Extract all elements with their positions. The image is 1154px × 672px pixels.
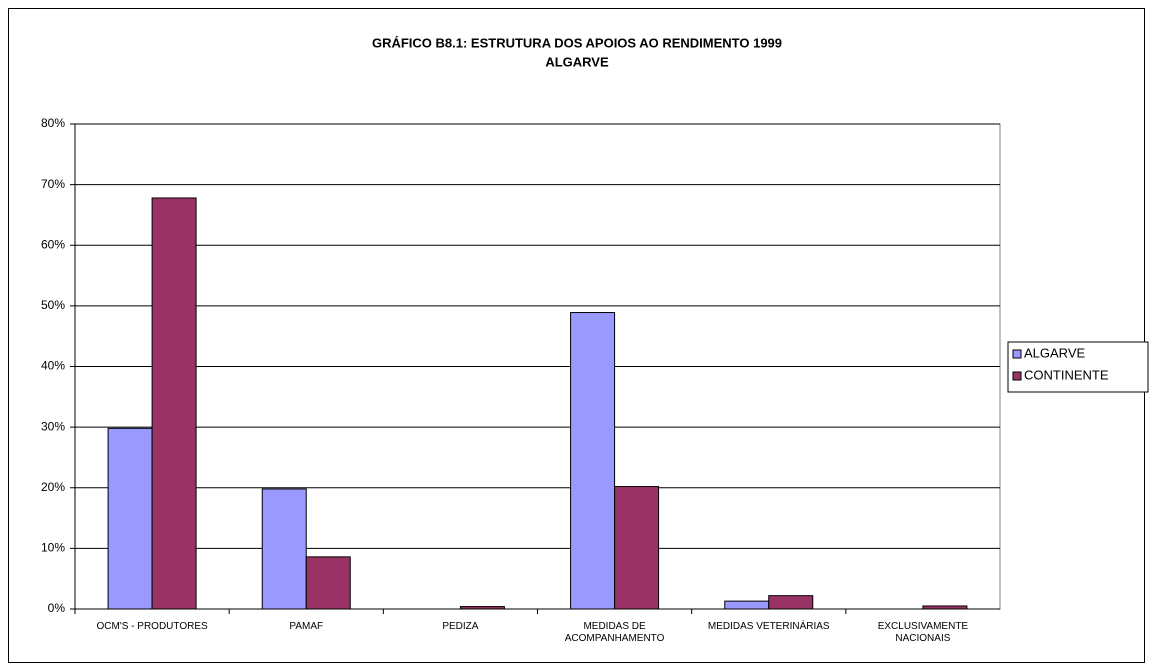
- x-tick-label: PAMAF: [289, 621, 324, 632]
- legend-swatch: [1012, 371, 1022, 381]
- bar: [261, 488, 307, 610]
- y-tick-label: 60%: [41, 237, 65, 251]
- x-tick-label: MEDIDAS DE ACOMPANHAMENTO: [564, 621, 665, 644]
- legend-label: CONTINENTE: [1024, 367, 1109, 382]
- bar: [107, 427, 153, 610]
- y-tick-label: 20%: [41, 480, 65, 494]
- legend-box: [1007, 341, 1149, 393]
- x-tick-label: OCM'S - PRODUTORES: [96, 621, 208, 632]
- bar: [151, 197, 197, 610]
- y-tick-label: 0%: [48, 601, 66, 615]
- bar: [570, 312, 616, 610]
- bar: [768, 595, 814, 610]
- x-tick-label: PEDIZA: [442, 621, 479, 632]
- bar: [305, 556, 351, 610]
- x-tick-label: EXCLUSIVAMENTE NACIONAIS: [877, 621, 969, 644]
- legend-label: ALGARVE: [1024, 345, 1086, 360]
- chart-title: GRÁFICO B8.1: ESTRUTURA DOS APOIOS AO RE…: [372, 35, 782, 50]
- y-tick-label: 70%: [41, 177, 65, 191]
- chart-subtitle: ALGARVE: [545, 54, 609, 69]
- y-tick-label: 10%: [41, 541, 65, 555]
- y-tick-label: 40%: [41, 359, 65, 373]
- y-tick-label: 80%: [41, 116, 65, 130]
- bar: [724, 600, 770, 610]
- x-tick-label: MEDIDAS VETERINÁRIAS: [707, 621, 830, 632]
- y-tick-label: 30%: [41, 419, 65, 433]
- legend-swatch: [1012, 349, 1022, 359]
- bar: [614, 486, 660, 610]
- y-tick-label: 50%: [41, 298, 65, 312]
